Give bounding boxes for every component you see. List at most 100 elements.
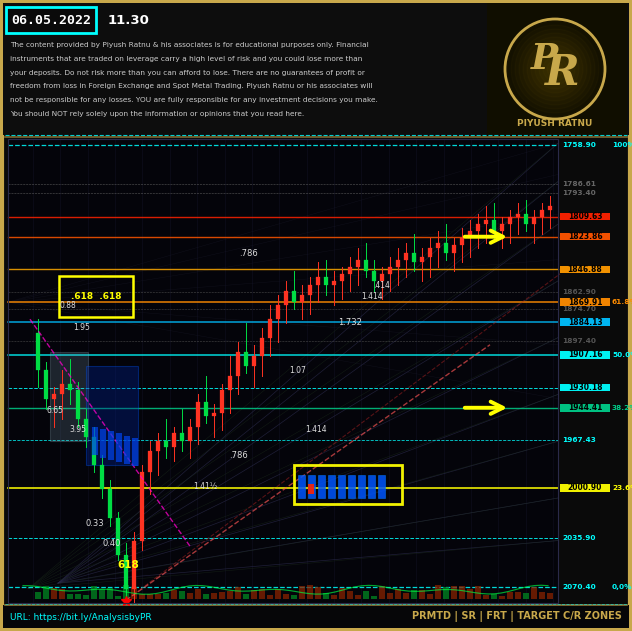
Text: .618  .618: .618 .618 (71, 292, 121, 301)
Bar (308, 484, 314, 493)
Text: 1786.61: 1786.61 (562, 181, 596, 187)
Bar (459, 239, 465, 245)
Bar (164, 441, 168, 447)
Bar (380, 274, 384, 281)
Bar (339, 589, 345, 599)
Bar (108, 432, 114, 460)
Bar (507, 217, 513, 224)
Bar (395, 589, 401, 599)
Bar (540, 210, 544, 217)
Bar (348, 267, 352, 274)
Bar (323, 593, 329, 599)
Bar (523, 593, 529, 599)
Bar (364, 259, 368, 271)
Bar (196, 401, 200, 427)
Bar (363, 591, 369, 599)
Bar (3, 605, 629, 628)
Text: The content provided by Piyush Ratnu & his associates is for educational purpose: The content provided by Piyush Ratnu & h… (10, 42, 368, 48)
Bar (475, 586, 481, 599)
Text: 1967.43: 1967.43 (562, 437, 596, 444)
Bar (560, 319, 610, 326)
Bar (560, 484, 610, 492)
Text: not be responsible for any losses. YOU are fully responsible for any investment : not be responsible for any losses. YOU a… (10, 97, 378, 103)
Bar (483, 220, 489, 224)
Bar (435, 586, 441, 599)
Bar (228, 376, 232, 390)
Text: R: R (545, 52, 580, 94)
Text: 1793.40: 1793.40 (562, 191, 596, 196)
Bar (251, 591, 257, 599)
Bar (443, 587, 449, 599)
Bar (100, 429, 106, 457)
Bar (396, 259, 400, 267)
Bar (187, 593, 193, 599)
Text: PIYUSH RATNU: PIYUSH RATNU (518, 119, 593, 129)
Bar (539, 592, 545, 599)
Bar (268, 319, 272, 338)
Text: URL: https://bit.ly/AnalysisbyPR: URL: https://bit.ly/AnalysisbyPR (10, 613, 152, 622)
Bar (50, 352, 88, 441)
Bar (123, 586, 129, 599)
Bar (428, 248, 432, 257)
Bar (491, 594, 497, 599)
Text: 1.414: 1.414 (305, 425, 327, 434)
Text: 6.65: 6.65 (47, 406, 63, 415)
Text: 06.05.2022: 06.05.2022 (11, 13, 91, 27)
Bar (459, 586, 465, 599)
Bar (92, 437, 96, 465)
Bar (219, 592, 225, 599)
Bar (299, 586, 305, 599)
Bar (487, 3, 627, 135)
Bar (203, 594, 209, 599)
Bar (92, 427, 98, 456)
Text: 1869.91: 1869.91 (568, 298, 602, 307)
Bar (308, 285, 312, 295)
Bar (560, 404, 610, 411)
Text: 0,0%: 0,0% (612, 584, 632, 589)
Bar (316, 276, 320, 285)
Bar (35, 592, 41, 599)
Bar (179, 433, 185, 441)
Bar (483, 595, 489, 599)
Bar (419, 590, 425, 599)
Bar (427, 594, 433, 599)
Bar (547, 593, 553, 599)
Bar (76, 390, 80, 418)
Bar (44, 370, 48, 399)
Bar (378, 475, 385, 498)
Bar (300, 295, 304, 302)
Bar (188, 427, 192, 441)
Bar (91, 586, 97, 599)
Bar (560, 384, 610, 391)
Bar (315, 587, 321, 599)
Bar (560, 351, 610, 358)
Bar (60, 384, 64, 394)
Bar (531, 587, 537, 599)
Text: 1897.40: 1897.40 (562, 338, 596, 344)
Bar (294, 465, 402, 504)
Bar (328, 475, 335, 498)
Bar (388, 267, 392, 274)
Bar (3, 3, 629, 135)
Bar (420, 257, 424, 262)
Bar (548, 206, 552, 210)
Bar (560, 213, 610, 220)
Text: 1823.86: 1823.86 (568, 232, 602, 241)
Bar (155, 594, 161, 599)
Bar (404, 252, 408, 259)
Bar (371, 596, 377, 599)
Text: 1.414: 1.414 (361, 292, 383, 301)
Bar (51, 588, 57, 599)
Bar (243, 594, 249, 599)
Bar (67, 594, 73, 599)
Bar (372, 271, 376, 281)
Bar (451, 586, 457, 599)
Bar (252, 356, 256, 366)
Bar (524, 214, 528, 224)
Bar (124, 555, 128, 589)
Text: 2035.90: 2035.90 (562, 534, 595, 541)
Text: 23.6%: 23.6% (612, 485, 632, 491)
Bar (348, 475, 355, 498)
Bar (116, 518, 120, 555)
Text: 1944.41: 1944.41 (568, 403, 602, 412)
